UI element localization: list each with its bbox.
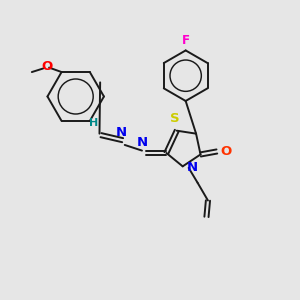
Text: N: N [187, 161, 198, 174]
Text: N: N [137, 136, 148, 149]
Text: O: O [41, 60, 52, 73]
Text: F: F [182, 34, 190, 47]
Text: O: O [220, 145, 232, 158]
Text: S: S [170, 112, 180, 125]
Text: N: N [116, 126, 127, 139]
Text: H: H [89, 118, 99, 128]
